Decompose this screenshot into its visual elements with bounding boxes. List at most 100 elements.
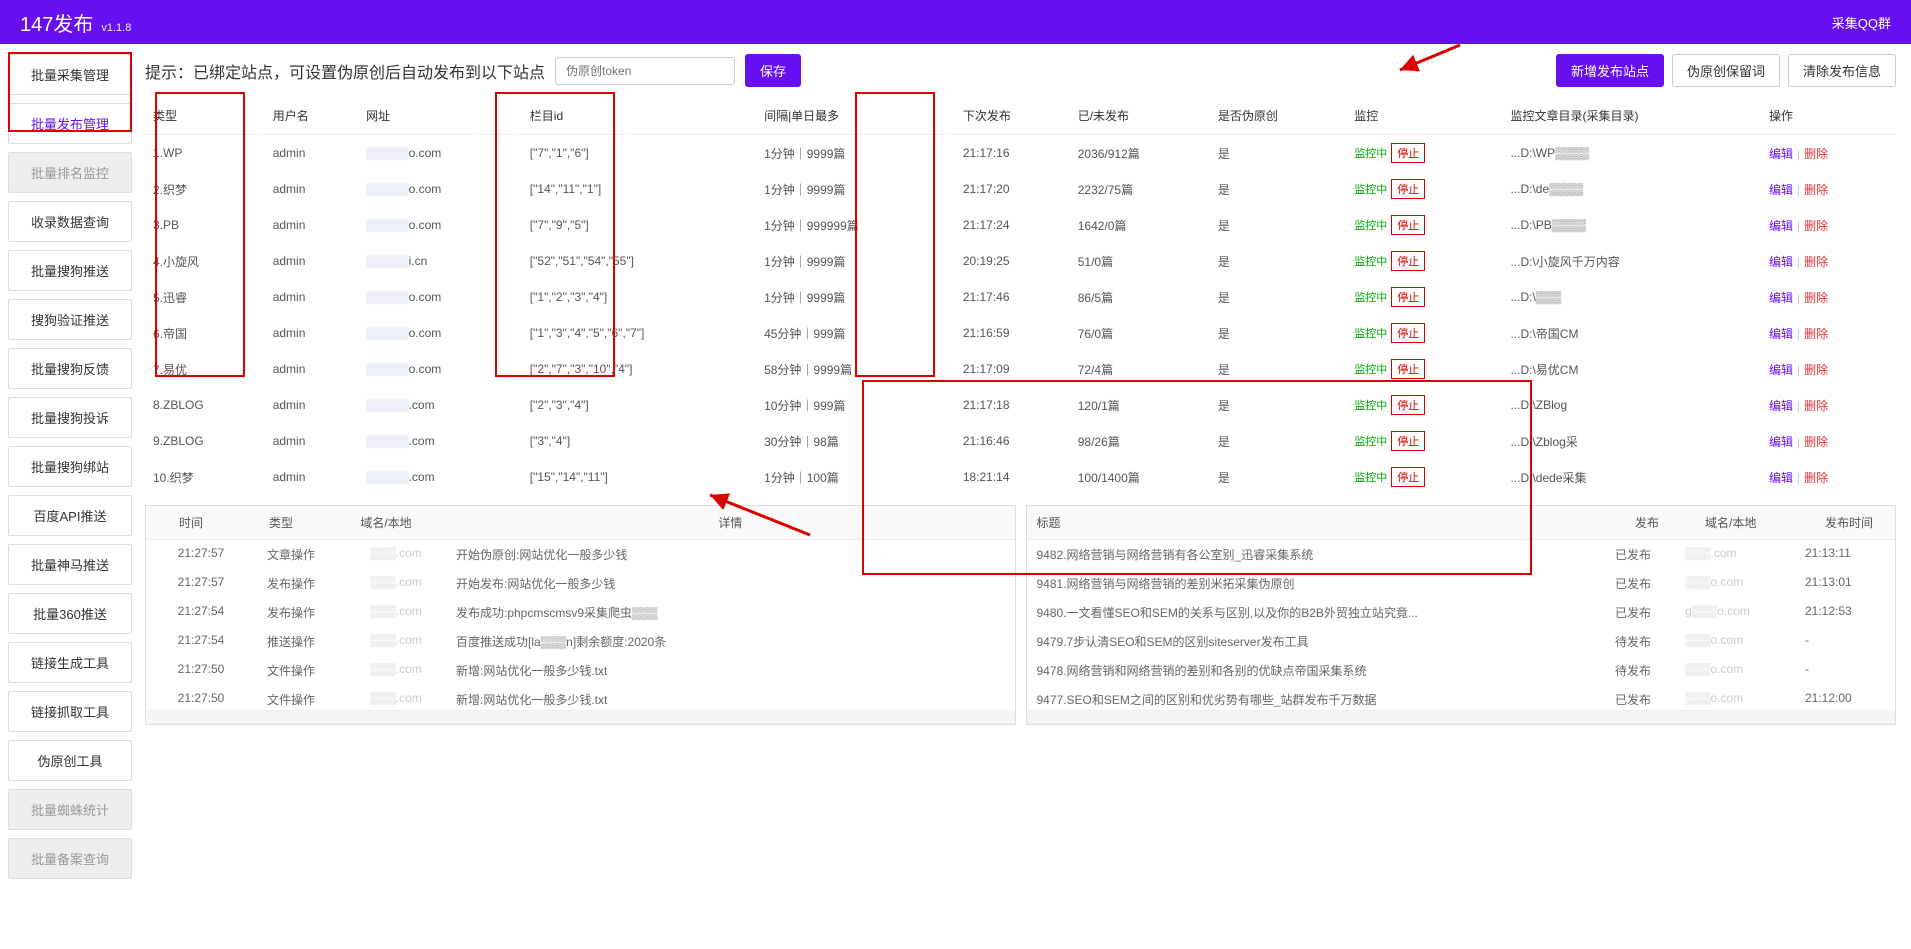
edit-link[interactable]: 编辑 (1769, 435, 1793, 449)
cell-url[interactable]: ▒▒▒▒▒o.com (358, 279, 522, 315)
sidebar-item-13[interactable]: 链接抓取工具 (8, 691, 132, 732)
sidebar-item-5[interactable]: 搜狗验证推送 (8, 299, 132, 340)
col-header-2: 网址 (358, 97, 522, 135)
cell-next: 21:16:46 (955, 423, 1070, 459)
cell-interval: 1分钟｜9999篇 (756, 171, 955, 207)
stop-button[interactable]: 停止 (1391, 467, 1425, 487)
cell-col: ["14","11","1"] (522, 171, 756, 207)
edit-link[interactable]: 编辑 (1769, 219, 1793, 233)
stop-button[interactable]: 停止 (1391, 395, 1425, 415)
cell-user: admin (265, 207, 358, 243)
cell-dir: ...D:\de▒▒▒▒ (1502, 171, 1761, 207)
cell-url[interactable]: ▒▒▒▒▒o.com (358, 171, 522, 207)
cell-user: admin (265, 459, 358, 495)
col-header-5: 下次发布 (955, 97, 1070, 135)
sidebar-item-9[interactable]: 百度API推送 (8, 495, 132, 536)
cell-interval: 1分钟｜9999篇 (756, 243, 955, 279)
cell-url[interactable]: ▒▒▒▒▒i.cn (358, 243, 522, 279)
edit-link[interactable]: 编辑 (1769, 291, 1793, 305)
cell-fake: 是 (1210, 171, 1346, 207)
stop-button[interactable]: 停止 (1391, 323, 1425, 343)
delete-link[interactable]: 删除 (1804, 219, 1828, 233)
cell-url[interactable]: ▒▒▒▒▒o.com (358, 315, 522, 351)
cell-col: ["1","3","4","5","6","7"] (522, 315, 756, 351)
cell-fake: 是 (1210, 459, 1346, 495)
clear-publish-button[interactable]: 清除发布信息 (1788, 54, 1896, 87)
sidebar-item-1[interactable]: 批量发布管理 (8, 103, 132, 144)
delete-link[interactable]: 删除 (1804, 147, 1828, 161)
edit-link[interactable]: 编辑 (1769, 183, 1793, 197)
cell-col: ["7","1","6"] (522, 135, 756, 172)
stop-button[interactable]: 停止 (1391, 179, 1425, 199)
cell-url[interactable]: ▒▒▒▒▒o.com (358, 351, 522, 387)
stop-button[interactable]: 停止 (1391, 251, 1425, 271)
sidebar-item-14[interactable]: 伪原创工具 (8, 740, 132, 781)
cell-monitor: 监控中停止 (1346, 279, 1502, 315)
cell-ops: 编辑|删除 (1761, 207, 1896, 243)
col-header-0: 类型 (145, 97, 265, 135)
stop-button[interactable]: 停止 (1391, 143, 1425, 163)
delete-link[interactable]: 删除 (1804, 183, 1828, 197)
cell-col: ["2","3","4"] (522, 387, 756, 423)
sidebar-item-6[interactable]: 批量搜狗反馈 (8, 348, 132, 389)
hint-text: 提示：已绑定站点，可设置伪原创后自动发布到以下站点 (145, 59, 545, 83)
cell-url[interactable]: ▒▒▒▒▒.com (358, 387, 522, 423)
delete-link[interactable]: 删除 (1804, 363, 1828, 377)
sidebar-item-7[interactable]: 批量搜狗投诉 (8, 397, 132, 438)
edit-link[interactable]: 编辑 (1769, 471, 1793, 485)
edit-link[interactable]: 编辑 (1769, 363, 1793, 377)
cell-interval: 1分钟｜9999篇 (756, 135, 955, 172)
log-right-header: 发布时间 (1815, 506, 1895, 539)
cell-monitor: 监控中停止 (1346, 315, 1502, 351)
sidebar-item-10[interactable]: 批量神马推送 (8, 544, 132, 585)
stop-button[interactable]: 停止 (1391, 287, 1425, 307)
delete-link[interactable]: 删除 (1804, 327, 1828, 341)
cell-ops: 编辑|删除 (1761, 243, 1896, 279)
edit-link[interactable]: 编辑 (1769, 399, 1793, 413)
cell-next: 21:17:20 (955, 171, 1070, 207)
cell-fake: 是 (1210, 351, 1346, 387)
delete-link[interactable]: 删除 (1804, 471, 1828, 485)
sidebar-item-4[interactable]: 批量搜狗推送 (8, 250, 132, 291)
sidebar-item-3[interactable]: 收录数据查询 (8, 201, 132, 242)
cell-count: 72/4篇 (1070, 351, 1210, 387)
cell-user: admin (265, 171, 358, 207)
cell-col: ["52","51","54","55"] (522, 243, 756, 279)
sidebar-item-8[interactable]: 批量搜狗绑站 (8, 446, 132, 487)
cell-monitor: 监控中停止 (1346, 243, 1502, 279)
col-header-9: 监控文章目录(采集目录) (1502, 97, 1761, 135)
log-row: 9479.7步认清SEO和SEM的区别siteserver发布工具待发布▒▒▒o… (1027, 627, 1896, 656)
cell-next: 21:17:18 (955, 387, 1070, 423)
edit-link[interactable]: 编辑 (1769, 147, 1793, 161)
log-row: 21:27:50文件操作▒▒▒.com新增:网站优化一般多少钱.txt (146, 685, 1015, 710)
sidebar-item-11[interactable]: 批量360推送 (8, 593, 132, 634)
log-row: 9480.一文看懂SEO和SEM的关系与区别,以及你的B2B外贸独立站究竟...… (1027, 598, 1896, 627)
cell-url[interactable]: ▒▒▒▒▒.com (358, 423, 522, 459)
delete-link[interactable]: 删除 (1804, 435, 1828, 449)
stop-button[interactable]: 停止 (1391, 431, 1425, 451)
log-row: 21:27:57文章操作▒▒▒.com开始伪原创:网站优化一般多少钱 (146, 540, 1015, 569)
delete-link[interactable]: 删除 (1804, 399, 1828, 413)
new-site-button[interactable]: 新增发布站点 (1556, 54, 1664, 87)
keep-words-button[interactable]: 伪原创保留词 (1672, 54, 1780, 87)
table-row: 4.小旋风admin▒▒▒▒▒i.cn["52","51","54","55"]… (145, 243, 1896, 279)
edit-link[interactable]: 编辑 (1769, 327, 1793, 341)
cell-ops: 编辑|删除 (1761, 387, 1896, 423)
stop-button[interactable]: 停止 (1391, 215, 1425, 235)
log-left-header: 详情 (446, 506, 1015, 539)
sidebar-item-12[interactable]: 链接生成工具 (8, 642, 132, 683)
stop-button[interactable]: 停止 (1391, 359, 1425, 379)
cell-url[interactable]: ▒▒▒▒▒o.com (358, 135, 522, 172)
cell-url[interactable]: ▒▒▒▒▒o.com (358, 207, 522, 243)
col-header-8: 监控 (1346, 97, 1502, 135)
cell-url[interactable]: ▒▒▒▒▒.com (358, 459, 522, 495)
token-input[interactable] (555, 57, 735, 85)
delete-link[interactable]: 删除 (1804, 291, 1828, 305)
delete-link[interactable]: 删除 (1804, 255, 1828, 269)
save-button[interactable]: 保存 (745, 54, 801, 87)
edit-link[interactable]: 编辑 (1769, 255, 1793, 269)
cell-fake: 是 (1210, 243, 1346, 279)
sidebar-item-0[interactable]: 批量采集管理 (8, 54, 132, 95)
sites-table: 类型用户名网址栏目id间隔|单日最多下次发布已/未发布是否伪原创监控监控文章目录… (145, 97, 1896, 495)
qq-group-link[interactable]: 采集QQ群 (1832, 13, 1891, 32)
